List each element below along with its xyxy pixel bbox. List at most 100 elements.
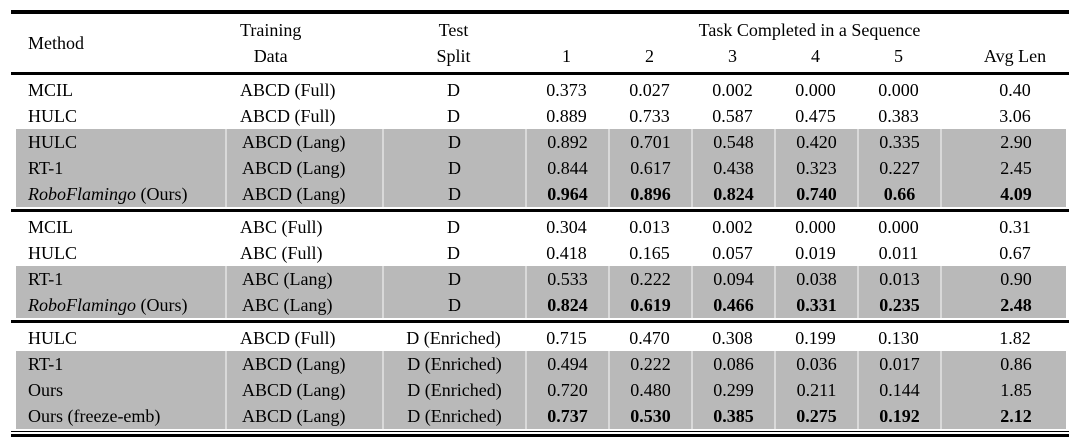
test-split-cell: D: [382, 128, 525, 155]
top-rule: [11, 10, 1069, 14]
table-block-abc: MCIL ABC (Full) D 0.304 0.013 0.002 0.00…: [11, 212, 1069, 320]
task-value-cell-1: 0.715: [546, 327, 587, 348]
task-value-cell-5: 0.192: [857, 402, 940, 429]
task-value-cell-5: 0.66: [857, 180, 940, 207]
method-cell: HULC: [16, 103, 225, 129]
task-sequence-group-header: Task Completed in a Sequence: [698, 19, 921, 40]
training-data-cell: ABCD (Lang): [225, 402, 382, 429]
task-value-cell-3: 0.824: [691, 180, 774, 207]
header-rule: [11, 71, 1069, 75]
test-header-line1: Test: [438, 19, 469, 40]
column-header-avg-len: Avg Len: [983, 45, 1047, 66]
test-split-cell: D (Enriched): [382, 350, 525, 377]
task-value-cell-3: 0.308: [712, 327, 753, 348]
method-cell: RT-1: [16, 266, 225, 292]
table-row: RT-1 ABC (Lang) D 0.533 0.222 0.094 0.03…: [11, 265, 1069, 292]
task-value-cell-5: 0.000: [878, 79, 919, 100]
avg-len-cell: 0.40: [999, 79, 1031, 100]
method-cell: HULC: [16, 325, 225, 351]
task-value-cell-4: 0.420: [774, 128, 857, 155]
avg-len-cell: 2.48: [940, 291, 1066, 318]
task-value-cell-2: 0.617: [608, 154, 691, 181]
training-data-cell: ABC (Lang): [225, 265, 382, 292]
task-value-cell-2: 0.470: [629, 327, 670, 348]
method-name: (Ours): [136, 183, 188, 204]
table-row: Ours (freeze-emb) ABCD (Lang) D (Enriche…: [11, 402, 1069, 429]
method-name: RT-1: [28, 157, 64, 178]
task-value-cell-4: 0.000: [795, 79, 836, 100]
test-split-cell: D: [447, 242, 460, 263]
avg-len-cell: 0.31: [999, 216, 1031, 237]
task-value-cell-3: 0.086: [691, 350, 774, 377]
task-value-cell-5: 0.227: [857, 154, 940, 181]
test-split-cell: D: [447, 216, 460, 237]
task-value-cell-2: 0.222: [608, 265, 691, 292]
column-header-method: Method: [28, 32, 84, 53]
task-value-cell-4: 0.211: [774, 376, 857, 403]
training-data-cell: ABCD (Lang): [225, 350, 382, 377]
task-value-cell-1: 0.373: [546, 79, 587, 100]
avg-len-cell: 2.12: [940, 402, 1066, 429]
method-cell: HULC: [16, 240, 225, 266]
task-value-cell-2: 0.027: [629, 79, 670, 100]
task-value-cell-2: 0.165: [629, 242, 670, 263]
training-data-cell: ABC (Full): [240, 216, 323, 237]
table-block-enriched: HULC ABCD (Full) D (Enriched) 0.715 0.47…: [11, 323, 1069, 431]
task-value-cell-5: 0.017: [857, 350, 940, 377]
task-value-cell-4: 0.475: [795, 105, 836, 126]
task-value-cell-4: 0.740: [774, 180, 857, 207]
test-split-cell: D: [447, 105, 460, 126]
test-split-cell: D: [382, 180, 525, 207]
task-value-cell-2: 0.530: [608, 402, 691, 429]
task-value-cell-1: 0.720: [525, 376, 608, 403]
column-header-task-5: 5: [894, 45, 903, 66]
column-header-training-data: Training Data: [225, 14, 382, 72]
method-name: (Ours): [136, 294, 188, 315]
avg-len-cell: 0.67: [999, 242, 1031, 263]
training-data-cell: ABCD (Full): [240, 327, 336, 348]
block-separator-1: [11, 208, 1069, 212]
task-value-cell-3: 0.057: [712, 242, 753, 263]
table-row: HULC ABC (Full) D 0.418 0.165 0.057 0.01…: [11, 240, 1069, 266]
table-row: RT-1 ABCD (Lang) D (Enriched) 0.494 0.22…: [11, 350, 1069, 377]
method-cell: MCIL: [16, 77, 225, 103]
task-value-cell-4: 0.199: [795, 327, 836, 348]
task-value-cell-5: 0.130: [878, 327, 919, 348]
method-name: RT-1: [28, 268, 64, 289]
method-name: HULC: [28, 105, 77, 126]
training-data-cell: ABCD (Lang): [225, 376, 382, 403]
table-row: MCIL ABC (Full) D 0.304 0.013 0.002 0.00…: [11, 214, 1069, 240]
training-header-line2: Data: [253, 45, 288, 66]
task-value-cell-1: 0.892: [525, 128, 608, 155]
task-value-cell-2: 0.480: [608, 376, 691, 403]
method-name: MCIL: [28, 216, 73, 237]
task-value-cell-3: 0.094: [691, 265, 774, 292]
avg-len-cell: 4.09: [940, 180, 1066, 207]
training-data-cell: ABCD (Full): [240, 79, 336, 100]
method-cell: Ours: [16, 377, 225, 403]
method-cell: RoboFlamingo (Ours): [16, 292, 225, 318]
avg-len-cell: 0.86: [940, 350, 1066, 377]
test-split-cell: D: [382, 291, 525, 318]
table-row: Ours ABCD (Lang) D (Enriched) 0.720 0.48…: [11, 376, 1069, 403]
task-value-cell-3: 0.002: [712, 79, 753, 100]
task-value-cell-5: 0.144: [857, 376, 940, 403]
task-value-cell-5: 0.235: [857, 291, 940, 318]
task-value-cell-4: 0.275: [774, 402, 857, 429]
task-value-cell-2: 0.619: [608, 291, 691, 318]
method-name: HULC: [28, 242, 77, 263]
method-name-italic: RoboFlamingo: [28, 294, 136, 315]
task-value-cell-4: 0.323: [774, 154, 857, 181]
task-value-cell-5: 0.335: [857, 128, 940, 155]
training-data-cell: ABCD (Lang): [225, 128, 382, 155]
task-value-cell-3: 0.466: [691, 291, 774, 318]
column-header-task-1: 1: [562, 45, 571, 66]
method-cell: HULC: [16, 129, 225, 155]
method-cell: Ours (freeze-emb): [16, 403, 225, 429]
table-block-abcd: MCIL ABCD (Full) D 0.373 0.027 0.002 0.0…: [11, 75, 1069, 209]
method-name: HULC: [28, 327, 77, 348]
method-name: Ours (freeze-emb): [28, 405, 161, 426]
task-value-cell-1: 0.533: [525, 265, 608, 292]
task-value-cell-1: 0.737: [525, 402, 608, 429]
